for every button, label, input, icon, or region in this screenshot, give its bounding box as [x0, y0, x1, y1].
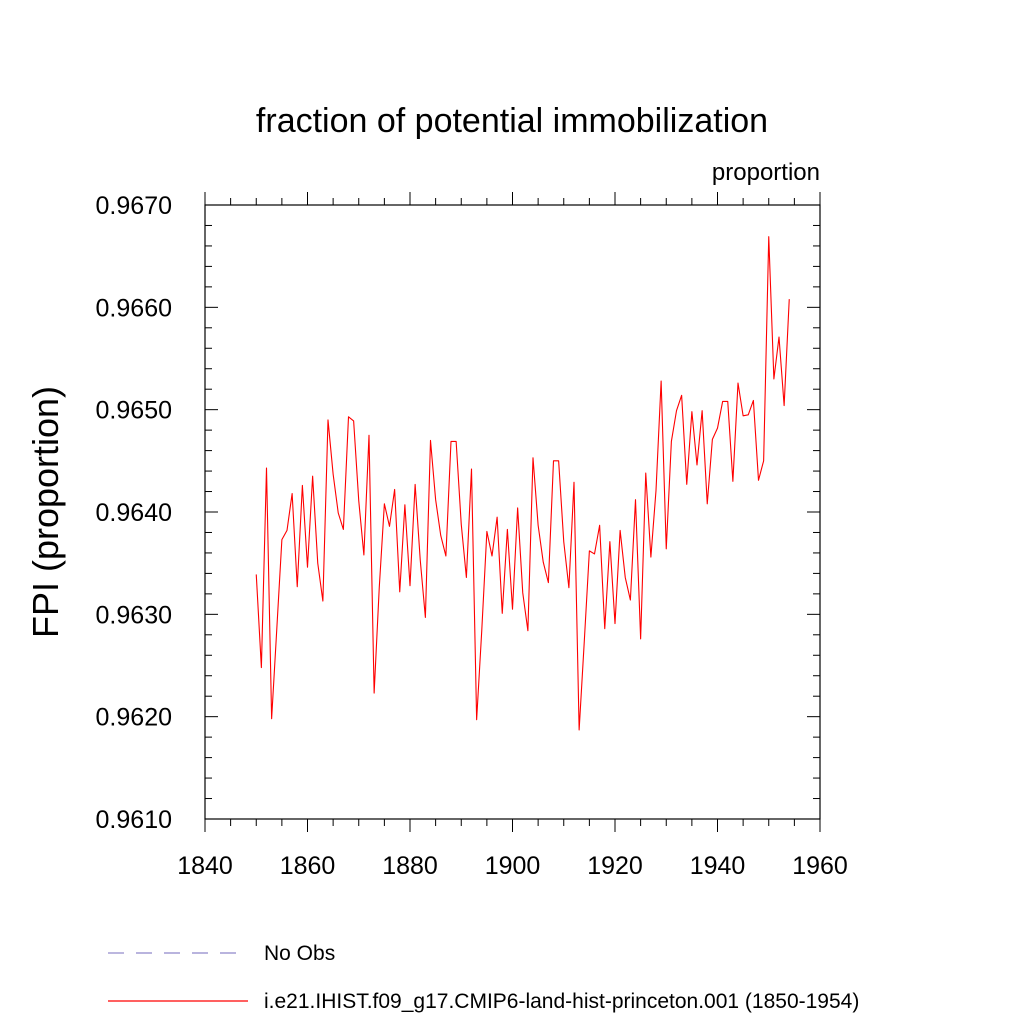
y-tick-label: 0.9630: [96, 601, 172, 629]
legend-label-simulation: i.e21.IHIST.f09_g17.CMIP6-land-hist-prin…: [264, 990, 859, 1013]
x-tick-label: 1940: [690, 852, 746, 880]
y-tick-label: 0.9670: [96, 192, 172, 220]
x-tick-label: 1860: [280, 852, 336, 880]
y-axis-label: FPI (proportion): [25, 386, 66, 638]
units-label: proportion: [712, 159, 820, 186]
plot-frame: [204, 204, 821, 820]
x-tick-label: 1880: [382, 852, 438, 880]
x-tick-label: 1840: [177, 852, 233, 880]
y-tick-label: 0.9650: [96, 397, 172, 425]
legend: No Obs i.e21.IHIST.f09_g17.CMIP6-land-hi…: [108, 942, 859, 1013]
series-line-1: [255, 236, 790, 731]
legend-label-no-obs: No Obs: [264, 942, 335, 965]
x-tick-label: 1920: [587, 852, 643, 880]
y-tick-label: 0.9640: [96, 499, 172, 527]
y-tick-label: 0.9660: [96, 294, 172, 322]
y-tick-label: 0.9610: [96, 806, 172, 834]
x-tick-label: 1900: [485, 852, 541, 880]
axis-ticks: [204, 192, 821, 832]
y-tick-label: 0.9620: [96, 704, 172, 732]
x-tick-label: 1960: [792, 852, 848, 880]
chart-title: fraction of potential immobilization: [256, 102, 768, 140]
axis-tick-labels: 1840 1860 1880 1900 1920 1940 1960 0.9610 0.9620…: [96, 192, 848, 880]
series-layer: [255, 236, 790, 731]
